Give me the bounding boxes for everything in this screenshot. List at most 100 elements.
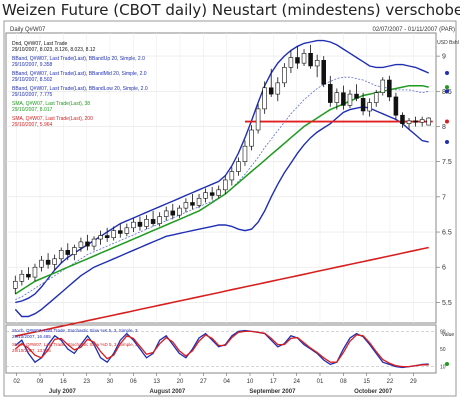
price-axis-ticks: 5.566.577.588.59 [436, 54, 452, 307]
candle [249, 125, 254, 151]
legend-bblow-line1: BBand, Q#W07, Last Trade(Last), BBandLow… [12, 86, 148, 92]
candle-body [196, 197, 202, 206]
month-label: July 2007 [49, 389, 77, 395]
legend-stoch-k-line2: 29/10/2007, 16.485 [12, 334, 51, 339]
stoch-d-line [14, 330, 429, 368]
legend-bbmid-line2: 29/10/2007, 8.502 [12, 77, 53, 83]
osc-last-value-marker [445, 361, 449, 366]
candle-body [380, 79, 386, 94]
candlestick-series [13, 44, 431, 294]
candle [419, 116, 425, 127]
outer-frame [3, 20, 457, 397]
candle-body [72, 247, 77, 255]
candle-body [98, 235, 103, 240]
price-axis-title: USD Bshl [437, 40, 459, 46]
last-value-marker [445, 139, 449, 144]
candle-body [406, 120, 412, 124]
candle [26, 267, 31, 280]
candle-body [249, 129, 254, 147]
time-tick-label: 09 [37, 379, 44, 385]
candle-body [229, 171, 235, 181]
candle [32, 263, 38, 282]
legend-stoch-d-line2: 29/10/2007, 13.545 [12, 348, 51, 353]
candle [426, 117, 431, 126]
candle-body [387, 79, 392, 98]
candle [288, 50, 294, 73]
candle [19, 270, 25, 286]
candle [157, 212, 162, 227]
legend-sma38-line1: SMA, Q#W07, Last Trade(Last), 38 [12, 101, 90, 107]
candle-body [426, 117, 431, 126]
candle-body [308, 52, 313, 67]
candle [177, 205, 182, 218]
candle [360, 92, 366, 116]
candle [347, 89, 353, 109]
candle [354, 84, 359, 102]
candle-body [328, 83, 333, 103]
candle [314, 54, 320, 78]
osc-tick-label: 50 [440, 347, 446, 353]
price-panel [5, 32, 437, 324]
candle-body [203, 192, 208, 199]
candle [170, 203, 176, 220]
price-tick-label: 7 [442, 194, 446, 201]
candle [301, 49, 307, 66]
candle [393, 92, 399, 120]
candle-body [216, 189, 221, 196]
candle [229, 167, 235, 186]
candle [144, 215, 149, 230]
candle [104, 227, 110, 242]
candle [72, 244, 77, 261]
candle [98, 230, 103, 245]
candle-body [367, 102, 372, 112]
candle-body [131, 221, 136, 229]
time-tick-label: 01 [317, 379, 324, 385]
candle [118, 223, 123, 238]
candle-body [301, 52, 307, 64]
candle [124, 223, 130, 237]
candle-body [137, 221, 143, 227]
candle [321, 56, 326, 88]
price-tick-label: 6 [442, 265, 446, 272]
candle [367, 98, 372, 117]
candle [268, 68, 274, 97]
candle [242, 140, 248, 166]
legend-sma200-line2: 29/10/2007, 5.964 [12, 122, 53, 128]
candle-body [354, 93, 359, 99]
time-tick-label: 29 [410, 379, 417, 385]
candle-body [275, 82, 281, 95]
candle [282, 63, 287, 88]
oscillator-legend: Stoch, Q#W07, Last Trade, Stochastic Slo… [12, 328, 138, 353]
bband-upper-line [15, 39, 429, 304]
candle [52, 254, 57, 271]
candle-body [360, 98, 366, 112]
legend-bbmid-line1: BBand, Q#W07, Last Trade(Last), BBandMid… [12, 71, 147, 77]
candle [341, 85, 346, 110]
legend-bbup-line2: 29/10/2007, 9.358 [12, 62, 53, 68]
candle-body [111, 230, 116, 238]
bband-lower-line [14, 106, 429, 318]
candle [65, 243, 71, 261]
candle [255, 103, 261, 134]
candle [196, 194, 202, 209]
candle-body [32, 266, 38, 278]
candle-body [104, 235, 110, 238]
candle [308, 44, 313, 69]
candle-body [39, 259, 44, 268]
legend: Dnd, Q#W07, Last Trade 29/10/2007, 8.023… [12, 41, 148, 128]
candle [236, 157, 241, 176]
price-tick-label: 7.5 [442, 159, 452, 166]
candle-body [347, 93, 353, 106]
candle-body [419, 119, 425, 123]
candle [400, 112, 405, 128]
candle-body [373, 92, 379, 103]
candle [91, 236, 97, 251]
time-tick-label: 04 [223, 379, 230, 385]
candle-body [52, 258, 57, 265]
legend-bbup-line1: BBand, Q#W07, Last Trade(Last), BBandUp … [12, 56, 145, 62]
candle-body [91, 238, 97, 247]
sma-38-line [14, 84, 429, 295]
candle [163, 206, 169, 221]
candle-body [190, 202, 195, 206]
price-tick-label: 9 [442, 54, 446, 61]
